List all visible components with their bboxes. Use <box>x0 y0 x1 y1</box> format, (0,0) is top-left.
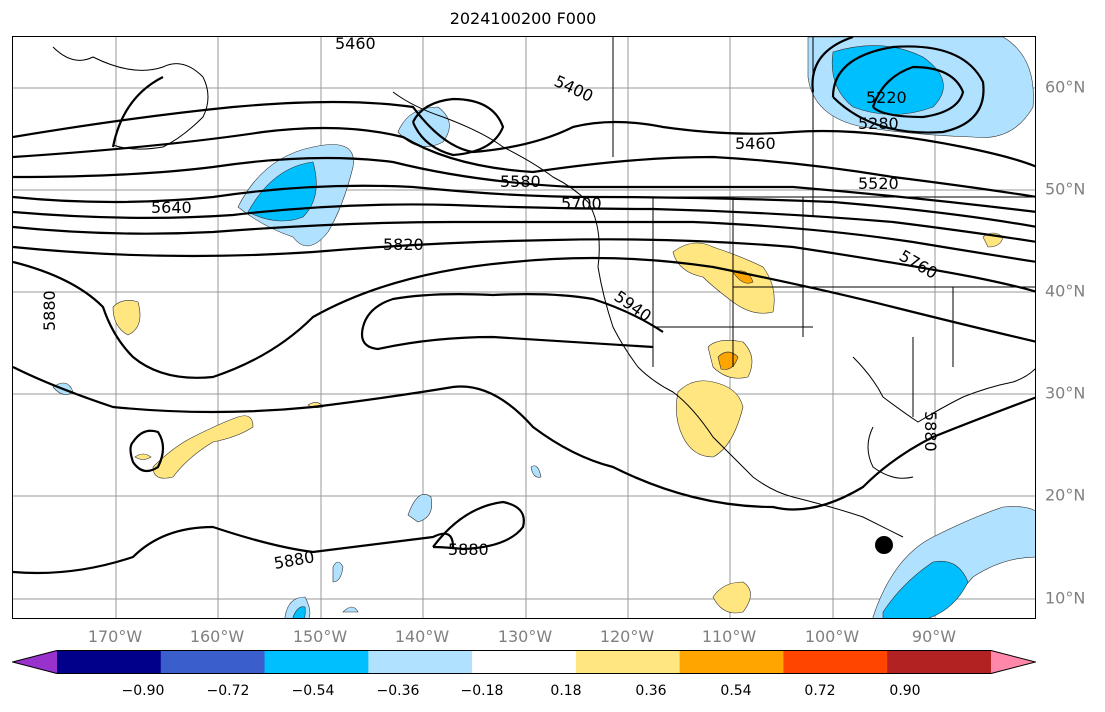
lon-label: 150°W <box>292 627 348 646</box>
colorbar-tick: 0.36 <box>635 683 667 699</box>
lat-label: 40°N <box>1045 281 1086 301</box>
contour-labels: 5460 5400 5220 5280 5460 5520 5580 5640 … <box>40 37 941 573</box>
colorbar-tick: −0.90 <box>121 683 165 699</box>
lon-label: 110°W <box>701 627 757 646</box>
colorbar-segment <box>783 650 888 674</box>
contour-label: 5280 <box>858 114 899 133</box>
contour-label: 5400 <box>551 71 596 105</box>
contour-label: 5580 <box>500 172 541 191</box>
lon-label: 100°W <box>804 627 860 646</box>
colorbar-tick: −0.36 <box>376 683 420 699</box>
colorbar-segment <box>57 650 162 674</box>
lat-label: 20°N <box>1045 485 1086 505</box>
contour-label: 5460 <box>735 134 776 153</box>
contour-label: 5820 <box>383 235 424 254</box>
colorbar-segment <box>887 650 992 674</box>
colorbar-tick: −0.72 <box>206 683 250 699</box>
contour-label: 5520 <box>858 174 899 193</box>
colorbar-tick: −0.18 <box>460 683 504 699</box>
storm-center-marker <box>875 536 893 554</box>
colorbar-segment <box>472 650 577 674</box>
height-contours <box>13 37 1035 575</box>
colorbar-segment <box>368 650 473 674</box>
map-title: 2024100200 F000 <box>449 9 597 28</box>
colorbar-segment <box>679 650 784 674</box>
colorbar-tick: 0.72 <box>804 683 836 699</box>
lon-label: 170°W <box>87 627 143 646</box>
colorbar-tick: −0.54 <box>291 683 335 699</box>
coastlines <box>52 37 1035 538</box>
colorbar-extend-low <box>12 650 57 674</box>
contour-label: 5760 <box>896 246 941 283</box>
lat-label: 50°N <box>1045 179 1086 199</box>
contour-label: 5880 <box>921 411 940 452</box>
colorbar-segment <box>160 650 266 674</box>
lon-label: 90°W <box>911 627 957 646</box>
contour-label: 5880 <box>448 540 489 559</box>
positive-anomaly-shading <box>112 232 1004 614</box>
lon-label: 120°W <box>599 627 655 646</box>
contour-label: 5880 <box>40 290 59 331</box>
colorbar-segment <box>575 650 681 674</box>
contour-label: 5460 <box>335 37 376 53</box>
colorbar-outline <box>12 650 1036 674</box>
contour-label: 5940 <box>611 287 655 326</box>
contour-label: 5700 <box>561 194 602 213</box>
lat-label: 10°N <box>1045 588 1086 608</box>
contour-label: 5640 <box>151 198 192 217</box>
colorbar-segment <box>264 650 369 674</box>
lon-label: 140°W <box>394 627 450 646</box>
lon-label: 160°W <box>189 627 245 646</box>
map-panel: 5460 5400 5220 5280 5460 5520 5580 5640 … <box>12 36 1036 619</box>
contour-label: 5880 <box>272 547 315 573</box>
colorbar-tick: 0.54 <box>720 683 752 699</box>
lat-label: 30°N <box>1045 383 1086 403</box>
colorbar-tick: 0.18 <box>550 683 582 699</box>
colorbar-extend-high <box>991 650 1036 674</box>
lon-label: 130°W <box>497 627 553 646</box>
colorbar <box>12 650 1036 674</box>
lat-label: 60°N <box>1045 77 1086 97</box>
map-canvas: 5460 5400 5220 5280 5460 5520 5580 5640 … <box>13 37 1035 618</box>
colorbar-tick: 0.90 <box>889 683 921 699</box>
contour-label: 5220 <box>866 88 907 107</box>
